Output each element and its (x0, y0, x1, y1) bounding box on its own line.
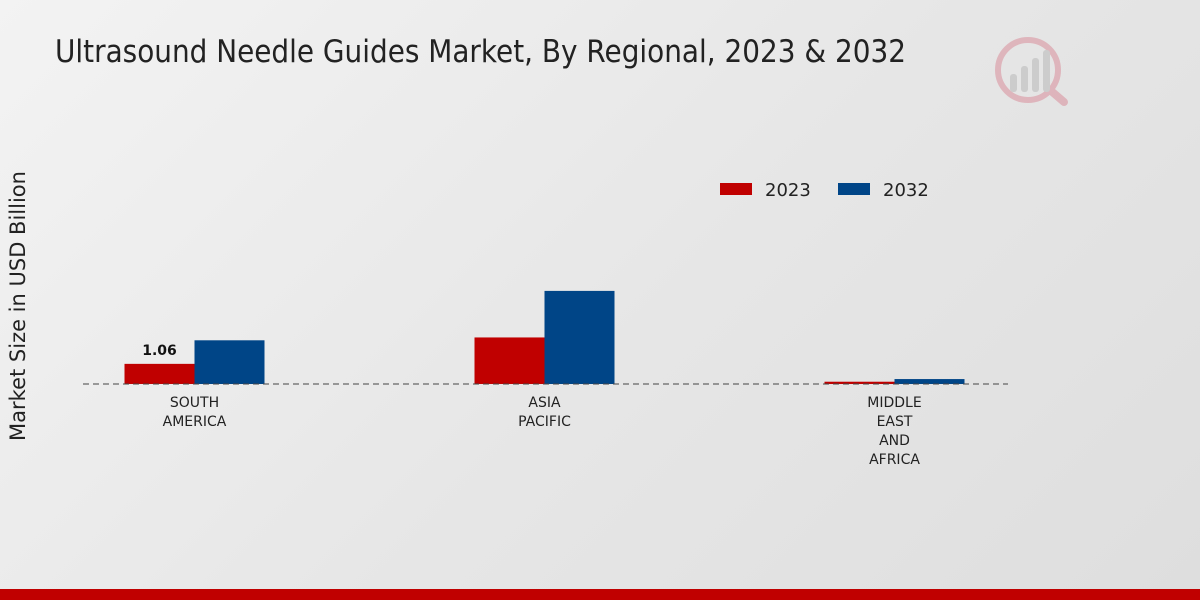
data-label-0: 1.06 (142, 343, 177, 359)
x-tick-label-line: SOUTH (170, 395, 219, 411)
x-tick-label-2: MIDDLE EAST AND AFRICA (867, 395, 921, 468)
legend: 2023 2032 (720, 180, 929, 201)
x-tick-label-line: AFRICA (869, 452, 920, 468)
bar-2032-2 (894, 379, 965, 384)
bar-2023-2 (824, 381, 895, 384)
bar-2023-0 (124, 363, 195, 384)
chart-title: Ultrasound Needle Guides Market, By Regi… (55, 34, 907, 70)
x-tick-label-line: MIDDLE (867, 395, 921, 411)
legend-swatch-2032 (838, 183, 870, 195)
x-tick-label-line: AMERICA (163, 414, 227, 430)
legend-label-2023: 2023 (765, 180, 811, 201)
x-tick-label-line: EAST (877, 414, 913, 430)
legend-swatch-2023 (720, 183, 752, 195)
logo-mark (995, 37, 1068, 106)
footer-bar (0, 589, 1200, 600)
x-tick-label-1: ASIA PACIFIC (518, 395, 571, 430)
bar-2032-0 (194, 340, 265, 384)
legend-label-2032: 2032 (883, 180, 929, 201)
x-tick-label-line: ASIA (528, 395, 561, 411)
labels-layer: 1.06 SOUTH AMERICA ASIA PACIFIC MIDDLE EAST AND… (142, 343, 921, 468)
bar-2032-1 (544, 290, 615, 384)
x-tick-label-line: PACIFIC (518, 414, 571, 430)
x-tick-label-line: AND (879, 433, 910, 449)
bar-chart-magnifier-logo-icon (995, 37, 1068, 106)
x-tick-label-0: SOUTH AMERICA (163, 395, 227, 430)
bars-layer (124, 290, 965, 384)
bar-2023-1 (474, 337, 545, 384)
